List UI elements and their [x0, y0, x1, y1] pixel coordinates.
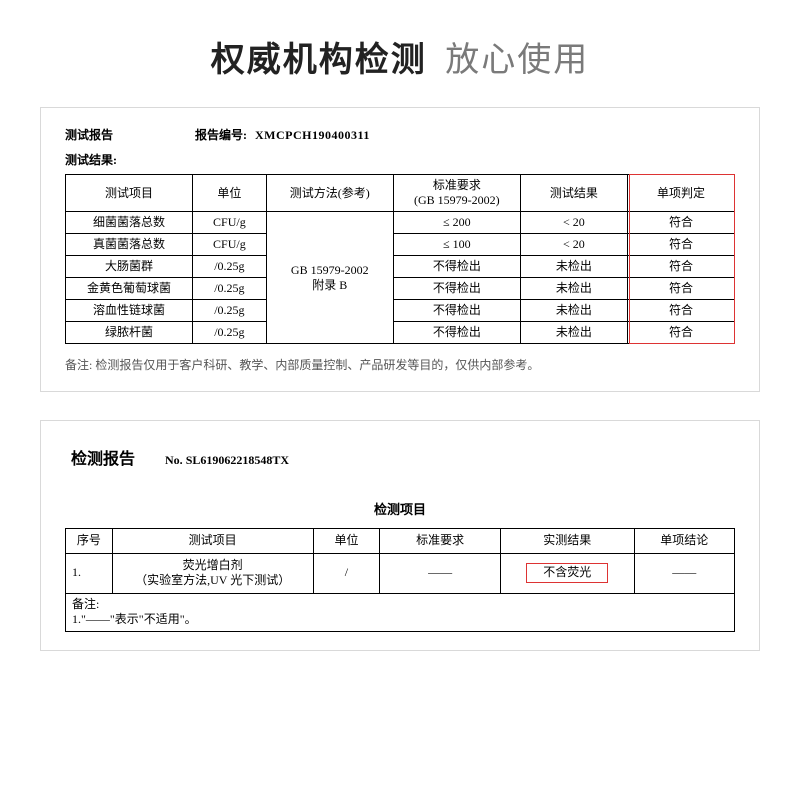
- report-1-header: 测试报告 报告编号: XMCPCH190400311: [65, 126, 735, 143]
- cell-item: 金黄色葡萄球菌: [66, 278, 193, 300]
- report-1-title: 测试报告: [65, 126, 195, 143]
- cell-verdict: 符合: [627, 212, 734, 234]
- col-std-l1: 标准要求: [433, 178, 481, 192]
- cell-item: 溶血性链球菌: [66, 300, 193, 322]
- report-2-section-title: 检测项目: [65, 499, 735, 518]
- report-2-table: 序号 测试项目 单位 标准要求 实测结果 单项结论 1. 荧光增白剂 （实验室方…: [65, 528, 735, 632]
- report-2-no-value: SL619062218548TX: [186, 453, 289, 467]
- method-l2: 附录 B: [312, 278, 347, 292]
- cell-method: GB 15979-2002 附录 B: [266, 212, 393, 344]
- footnote-cell: 备注: 1."——"表示"不适用"。: [66, 593, 735, 631]
- col-unit: 单位: [313, 529, 380, 554]
- col-seq: 序号: [66, 529, 113, 554]
- col-std: 标准要求 (GB 15979-2002): [393, 175, 520, 212]
- report-2-no-prefix: No.: [165, 453, 183, 467]
- cell-std: ≤ 200: [393, 212, 520, 234]
- col-std-l2: (GB 15979-2002): [414, 193, 500, 207]
- heading-strong: 权威机构检测: [211, 42, 427, 79]
- cell-std: ——: [380, 553, 500, 593]
- table-row: 绿脓杆菌 /0.25g 不得检出 未检出 符合: [66, 322, 735, 344]
- report-2-title: 检测报告: [71, 445, 135, 469]
- highlight-box-result: 不含荧光: [526, 563, 608, 583]
- table-header-row: 测试项目 单位 测试方法(参考) 标准要求 (GB 15979-2002) 测试…: [66, 175, 735, 212]
- cell-seq: 1.: [66, 553, 113, 593]
- cell-result: 未检出: [520, 256, 627, 278]
- report-1-table: 测试项目 单位 测试方法(参考) 标准要求 (GB 15979-2002) 测试…: [65, 174, 735, 344]
- method-l1: GB 15979-2002: [291, 263, 369, 277]
- report-1-table-wrap: 测试项目 单位 测试方法(参考) 标准要求 (GB 15979-2002) 测试…: [65, 174, 735, 344]
- cell-std: 不得检出: [393, 278, 520, 300]
- cell-verdict: 符合: [627, 300, 734, 322]
- cell-result: 未检出: [520, 278, 627, 300]
- cell-item-l1: 荧光增白剂: [183, 558, 243, 572]
- table-row: 溶血性链球菌 /0.25g 不得检出 未检出 符合: [66, 300, 735, 322]
- col-conclusion: 单项结论: [634, 529, 734, 554]
- cell-unit: /: [313, 553, 380, 593]
- cell-item-l2: （实验室方法,UV 光下测试）: [135, 573, 290, 587]
- report-1-panel: 测试报告 报告编号: XMCPCH190400311 测试结果: 测试项目 单位…: [40, 107, 760, 392]
- cell-std: 不得检出: [393, 256, 520, 278]
- report-1-no-label: 报告编号:: [195, 126, 247, 143]
- table-row: 金黄色葡萄球菌 /0.25g 不得检出 未检出 符合: [66, 278, 735, 300]
- cell-result: 不含荧光: [500, 553, 634, 593]
- col-method: 测试方法(参考): [266, 175, 393, 212]
- report-2-no: No. SL619062218548TX: [165, 453, 289, 468]
- cell-verdict: 符合: [627, 322, 734, 344]
- page-heading: 权威机构检测 放心使用: [0, 0, 800, 107]
- cell-item: 大肠菌群: [66, 256, 193, 278]
- cell-item: 绿脓杆菌: [66, 322, 193, 344]
- cell-verdict: 符合: [627, 234, 734, 256]
- cell-std: 不得检出: [393, 322, 520, 344]
- cell-verdict: 符合: [627, 278, 734, 300]
- cell-std: 不得检出: [393, 300, 520, 322]
- heading-light: 放心使用: [445, 42, 589, 79]
- table-row: 真菌菌落总数 CFU/g ≤ 100 < 20 符合: [66, 234, 735, 256]
- cell-conclusion: ——: [634, 553, 734, 593]
- report-1-no: XMCPCH190400311: [255, 128, 370, 143]
- col-unit: 单位: [193, 175, 267, 212]
- col-item: 测试项目: [66, 175, 193, 212]
- cell-unit: /0.25g: [193, 322, 267, 344]
- table-footnote-row: 备注: 1."——"表示"不适用"。: [66, 593, 735, 631]
- cell-result: < 20: [520, 212, 627, 234]
- cell-unit: /0.25g: [193, 300, 267, 322]
- report-1-result-heading: 测试结果:: [65, 151, 735, 168]
- table-row: 细菌菌落总数 CFU/g GB 15979-2002 附录 B ≤ 200 < …: [66, 212, 735, 234]
- report-1-note: 备注: 检测报告仅用于客户科研、教学、内部质量控制、产品研发等目的，仅供内部参考…: [65, 356, 735, 373]
- col-result: 实测结果: [500, 529, 634, 554]
- col-verdict: 单项判定: [627, 175, 734, 212]
- footnote-text: 1."——"表示"不适用"。: [72, 612, 197, 626]
- cell-result: 未检出: [520, 300, 627, 322]
- col-std: 标准要求: [380, 529, 500, 554]
- col-result: 测试结果: [520, 175, 627, 212]
- cell-unit: /0.25g: [193, 256, 267, 278]
- footnote-label: 备注:: [72, 597, 99, 611]
- cell-result: 未检出: [520, 322, 627, 344]
- cell-unit: CFU/g: [193, 212, 267, 234]
- table-row: 大肠菌群 /0.25g 不得检出 未检出 符合: [66, 256, 735, 278]
- cell-item: 细菌菌落总数: [66, 212, 193, 234]
- cell-result: < 20: [520, 234, 627, 256]
- cell-item: 真菌菌落总数: [66, 234, 193, 256]
- report-2-panel: 检测报告 No. SL619062218548TX 检测项目 序号 测试项目 单…: [40, 420, 760, 651]
- cell-std: ≤ 100: [393, 234, 520, 256]
- col-item: 测试项目: [112, 529, 313, 554]
- table-row: 1. 荧光增白剂 （实验室方法,UV 光下测试） / —— 不含荧光 ——: [66, 553, 735, 593]
- table-header-row: 序号 测试项目 单位 标准要求 实测结果 单项结论: [66, 529, 735, 554]
- report-2-header: 检测报告 No. SL619062218548TX: [71, 445, 735, 469]
- cell-unit: CFU/g: [193, 234, 267, 256]
- cell-unit: /0.25g: [193, 278, 267, 300]
- cell-item: 荧光增白剂 （实验室方法,UV 光下测试）: [112, 553, 313, 593]
- cell-verdict: 符合: [627, 256, 734, 278]
